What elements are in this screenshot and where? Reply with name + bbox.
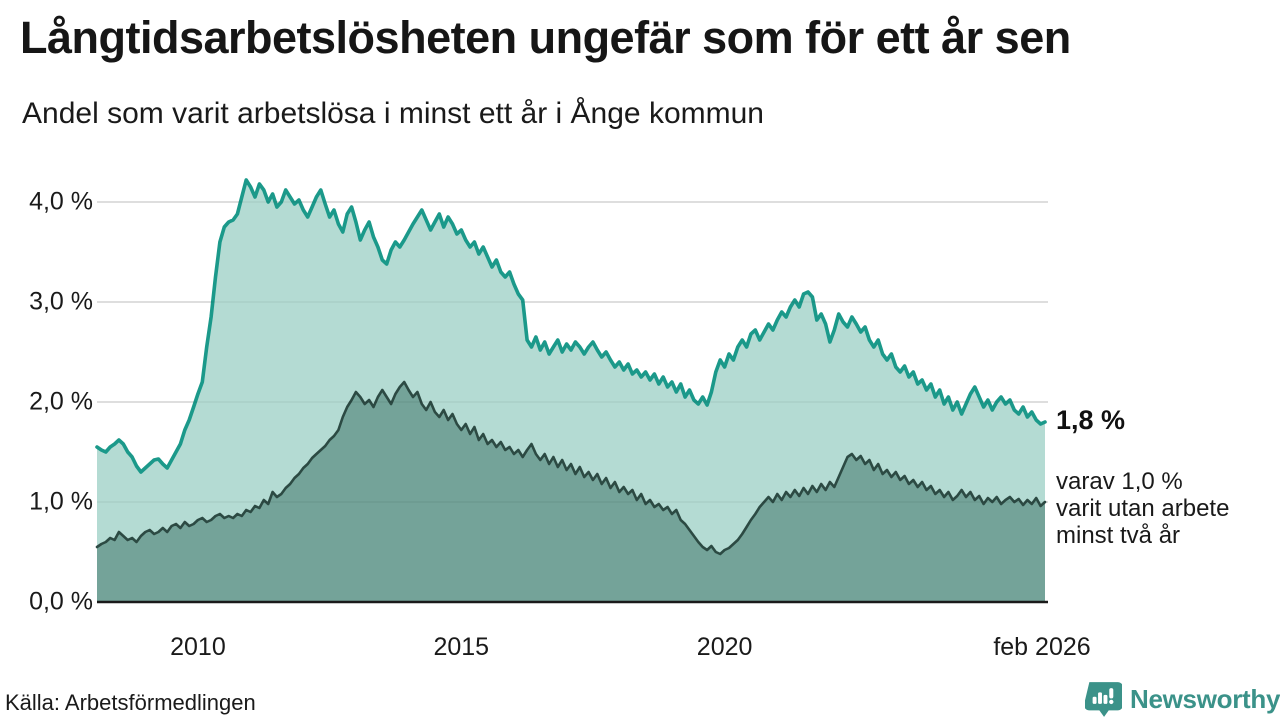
x-tick-label: 2020 — [696, 633, 753, 661]
y-tick-label: 0,0 % — [29, 587, 93, 616]
y-tick-label: 1,0 % — [29, 487, 93, 516]
line-unemployed-one-year — [95, 178, 1047, 474]
chart-subtitle: Andel som varit arbetslösa i minst ett å… — [22, 97, 764, 130]
x-tick-label: 2010 — [170, 633, 226, 661]
gridlines-overlay — [97, 201, 1048, 503]
note-line-1: varav 1,0 % — [1056, 468, 1183, 495]
logo-bar-chart-glyph — [1092, 688, 1114, 705]
line-unemployed-two-years — [95, 380, 1047, 556]
y-tick-label: 2,0 % — [29, 387, 93, 416]
x-tick-label: feb 2026 — [993, 633, 1091, 661]
note-line-2: varit utan arbete — [1056, 495, 1230, 522]
note-line-3: minst två år — [1056, 522, 1181, 549]
y-tick-label: 4,0 % — [29, 187, 93, 216]
page-title: Långtidsarbetslösheten ungefär som för e… — [20, 12, 1071, 63]
two-year-note-annotation: varav 1,0 % varit utan arbete minst två … — [1056, 468, 1229, 549]
y-tick-label: 3,0 % — [29, 287, 93, 316]
latest-value-annotation: 1,8 % — [1056, 405, 1126, 435]
newsworthy-icon — [1085, 682, 1122, 717]
source-credit: Källa: Arbetsförmedlingen — [5, 690, 256, 715]
x-tick-label: 2015 — [433, 633, 490, 661]
newsworthy-logo: Newsworthy — [1085, 681, 1280, 718]
newsworthy-wordmark: Newsworthy — [1130, 684, 1280, 714]
